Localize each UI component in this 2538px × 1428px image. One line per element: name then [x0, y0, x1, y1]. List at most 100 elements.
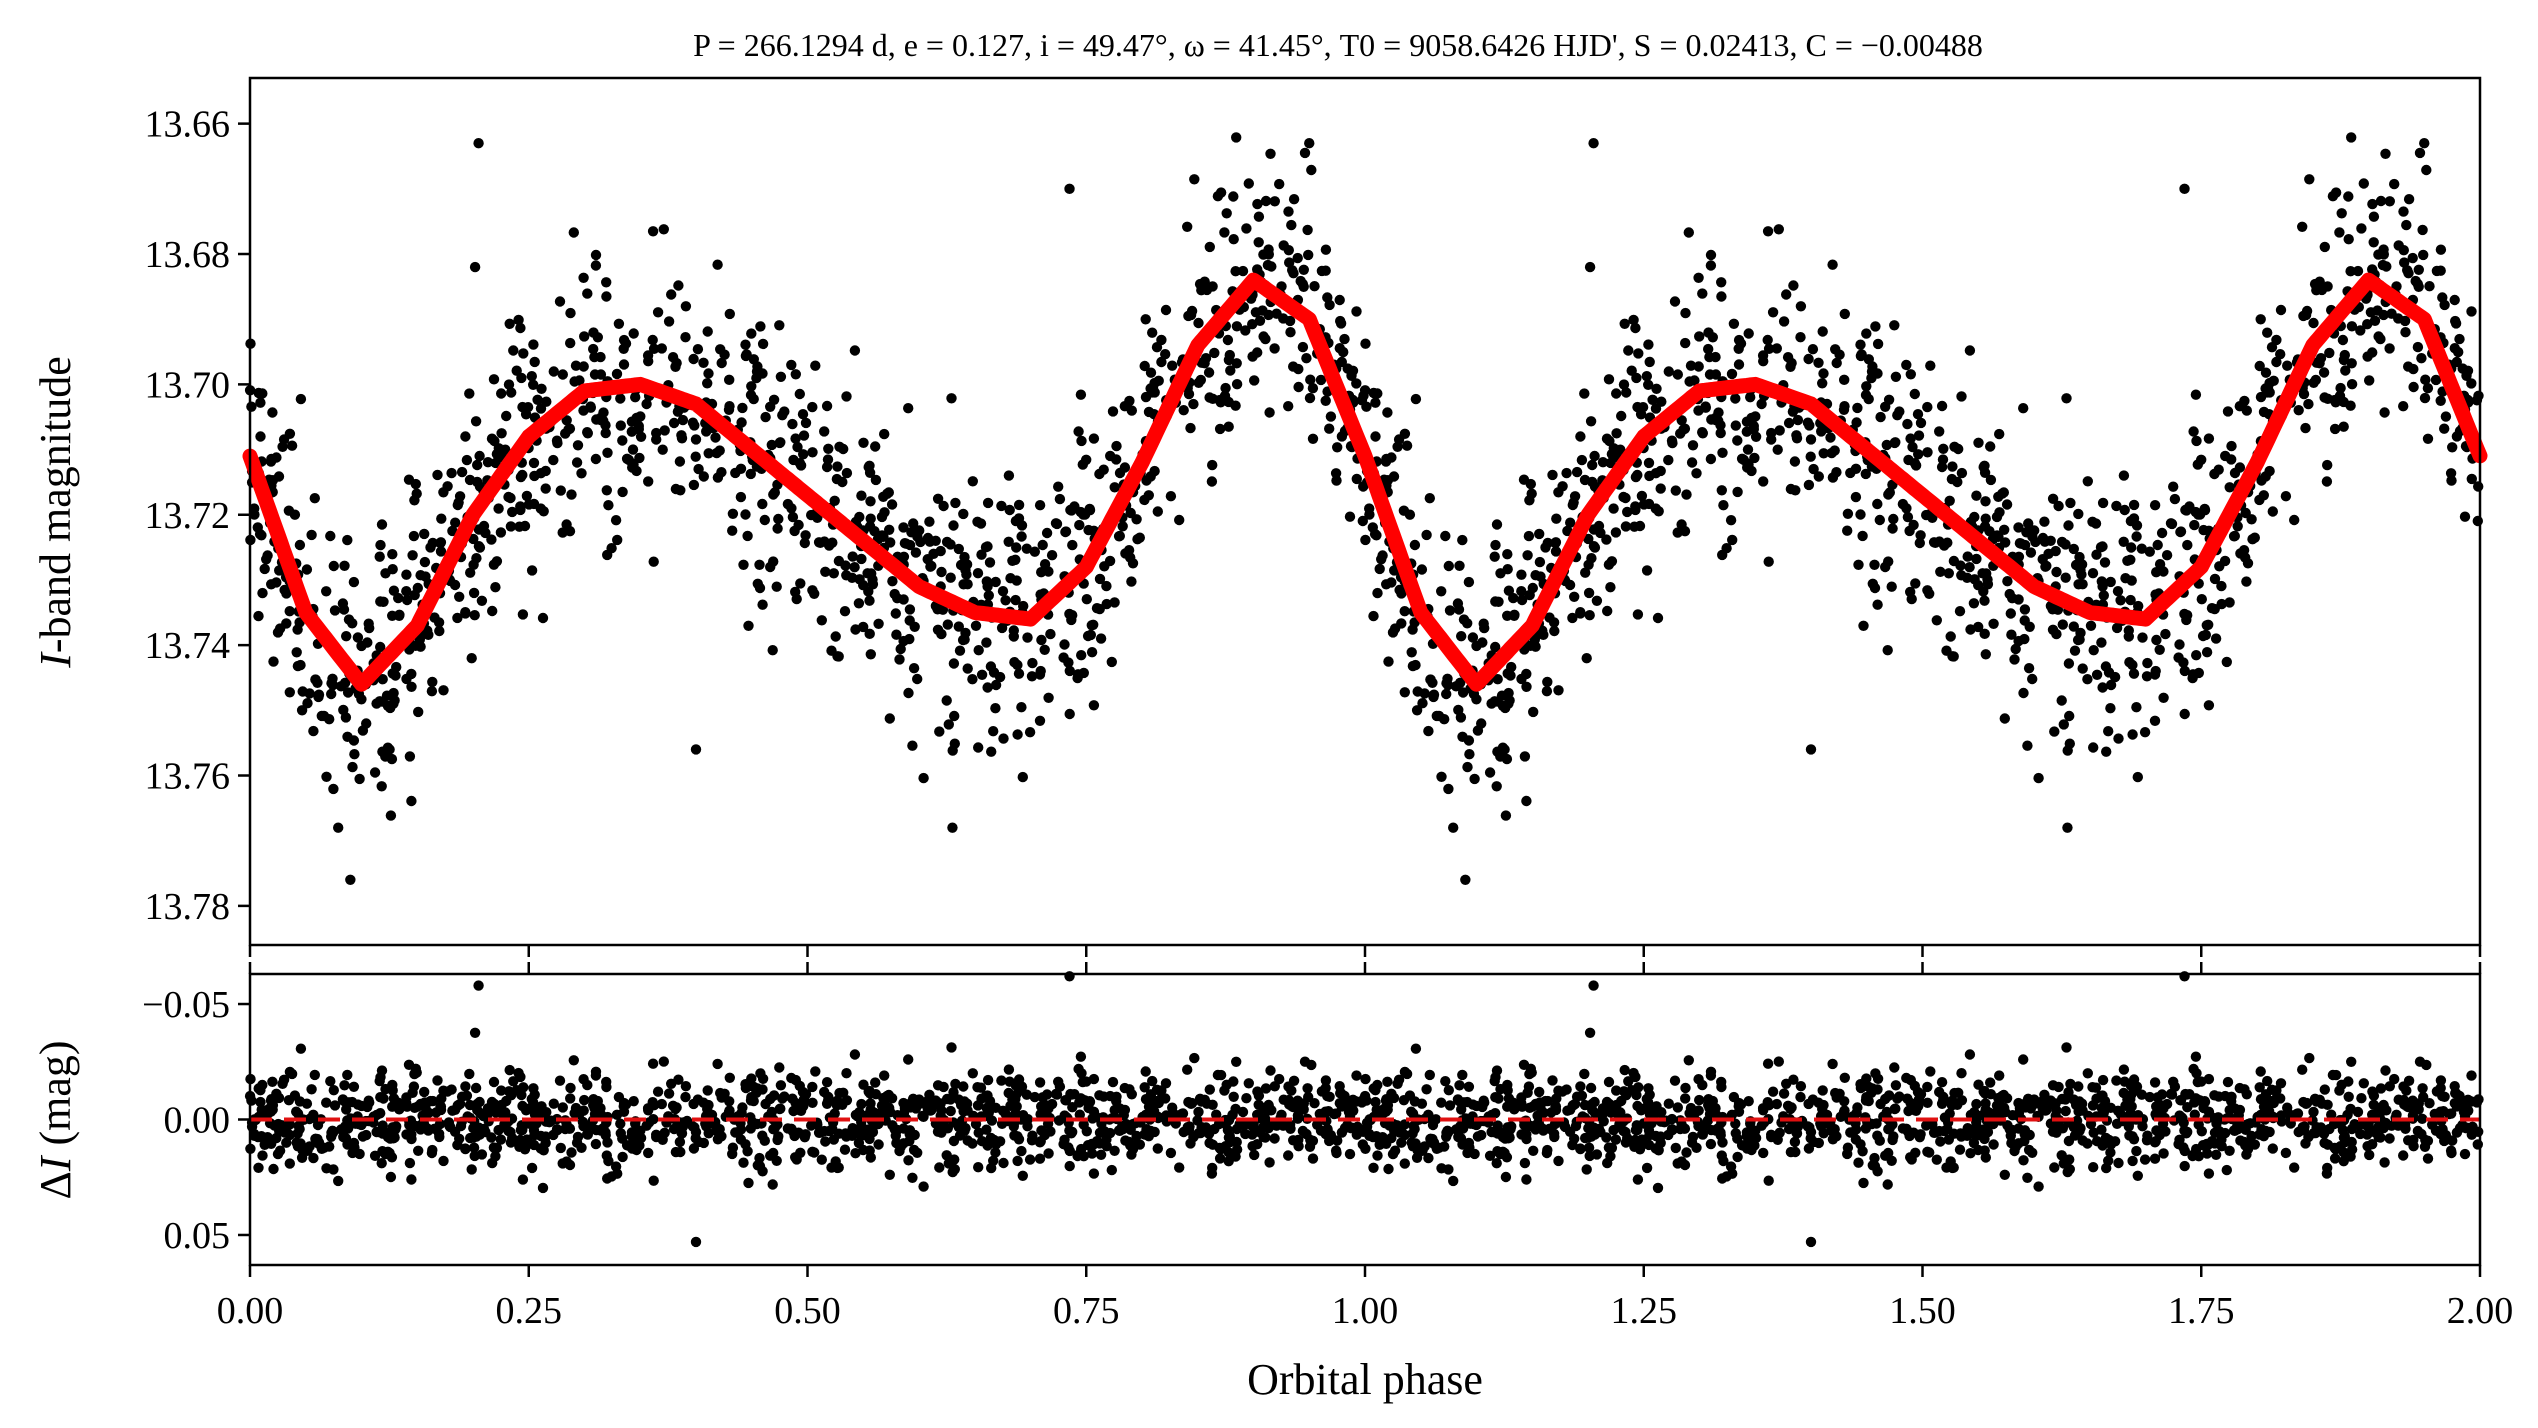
residual-point [1861, 1073, 1872, 1084]
photometry-point [2384, 196, 2395, 207]
photometry-point [1479, 622, 1490, 634]
photometry-point [526, 565, 538, 576]
residual-point [658, 1056, 669, 1067]
photometry-point [1457, 687, 1469, 698]
photometry-point [1364, 503, 1375, 514]
photometry-point [1521, 668, 1532, 680]
photometry-point [1228, 191, 1239, 202]
photometry-point [1249, 375, 1260, 386]
residual-point [2427, 1119, 2438, 1131]
photometry-point [520, 409, 532, 420]
residual-point [907, 1172, 918, 1184]
residual-point [385, 1133, 396, 1144]
photometry-point [1540, 542, 1551, 553]
residual-point [1035, 1109, 1046, 1120]
photometry-point [615, 393, 626, 404]
photometry-point [1431, 710, 1443, 722]
photometry-point [976, 549, 987, 560]
photometry-point [592, 332, 603, 343]
residual-point [2466, 1129, 2477, 1140]
photometry-point [1521, 681, 1532, 692]
photometry-point [1795, 301, 1807, 312]
photometry-point [1979, 595, 1990, 606]
photometry-point [610, 515, 622, 526]
photometry-point [2188, 426, 2199, 437]
photometry-point [1106, 656, 1118, 668]
photometry-point [267, 407, 278, 418]
photometry-point [433, 617, 445, 628]
residual-outlier-point [690, 1236, 702, 1248]
photometry-point [2453, 346, 2464, 358]
residual-point [2238, 1136, 2250, 1148]
residual-point [291, 1106, 302, 1117]
photometry-point [1705, 260, 1717, 271]
photometry-point [2111, 500, 2122, 512]
photometry-point [769, 487, 780, 498]
photometry-point [2336, 208, 2347, 219]
residual-point [1936, 1077, 1948, 1088]
photometry-outlier-point [690, 744, 702, 755]
residual-point [1889, 1062, 1900, 1073]
photometry-point [2131, 702, 2142, 713]
photometry-point [468, 587, 480, 599]
photometry-point [2063, 520, 2074, 531]
photometry-point [807, 401, 818, 413]
photometry-point [2023, 518, 2034, 529]
residual-point [2384, 1081, 2395, 1092]
residual-point [1288, 1075, 1300, 1087]
photometry-point [1805, 451, 1816, 462]
photometry-point [598, 407, 609, 418]
residual-point [1283, 1094, 1295, 1106]
residual-point [1095, 1149, 1107, 1161]
photometry-point [2115, 595, 2126, 606]
photometry-point [1423, 725, 1434, 737]
photometry-point [2450, 318, 2462, 329]
photometry-point [786, 359, 797, 371]
residual-point [1726, 1109, 1738, 1121]
photometry-point [1053, 481, 1064, 492]
residual-point [648, 1175, 659, 1186]
photometry-point [1139, 494, 1150, 506]
residual-point [1954, 1144, 1966, 1155]
photometry-outlier-point [473, 137, 484, 149]
residual-point [1012, 1131, 1023, 1142]
photometry-point [1788, 280, 1799, 291]
photometry-point [490, 582, 501, 593]
residual-point [617, 1151, 628, 1163]
photometry-point [2375, 195, 2387, 207]
photometry-point [1827, 472, 1839, 483]
residual-point [1530, 1124, 1541, 1135]
residual-point [1069, 1089, 1080, 1100]
photometry-point [1022, 632, 1033, 643]
photometry-point [735, 463, 747, 474]
residual-point [520, 1105, 532, 1116]
photometry-point [798, 449, 809, 460]
residual-point [1041, 1089, 1053, 1100]
residual-point [1134, 1139, 1146, 1150]
photometry-point [442, 481, 453, 492]
residual-point [2123, 1121, 2134, 1132]
photometry-point [1288, 194, 1300, 205]
residual-point [354, 1148, 365, 1160]
residual-point [1583, 1132, 1594, 1143]
photometry-point [1732, 486, 1743, 498]
residual-point [1982, 1126, 1994, 1138]
photometry-point [1228, 234, 1239, 245]
residual-point [2254, 1082, 2265, 1093]
residual-point [1694, 1094, 1705, 1106]
photometry-point [1675, 428, 1686, 439]
photometry-point [465, 567, 476, 578]
residual-point [1705, 1070, 1717, 1081]
photometry-point [1016, 702, 1027, 713]
photometry-point [328, 560, 339, 572]
residual-point [953, 1094, 964, 1105]
residual-point [2022, 1172, 2033, 1184]
residual-point [274, 1145, 286, 1156]
residual-point [598, 1122, 609, 1134]
photometry-point [1697, 288, 1708, 299]
photometry-point [839, 606, 851, 617]
photometry-point [774, 320, 785, 331]
photometry-point [1817, 326, 1828, 337]
residual-point [2346, 1056, 2357, 1068]
photometry-point [540, 465, 551, 477]
